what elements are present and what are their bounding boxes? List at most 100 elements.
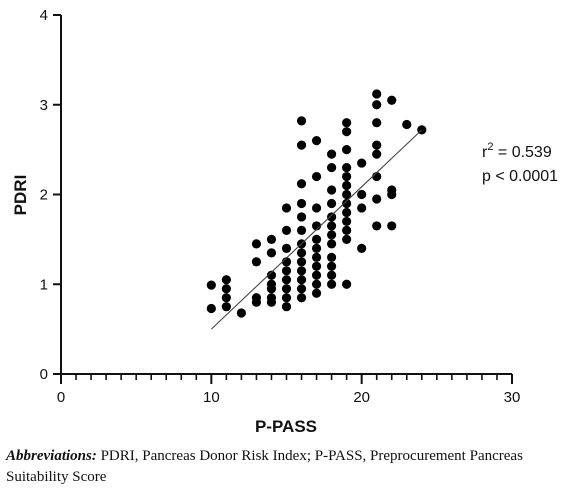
data-point [342, 180, 352, 191]
data-point [311, 243, 322, 253]
data-point [251, 239, 262, 249]
data-point [206, 280, 216, 290]
data-point [296, 266, 307, 276]
data-point [266, 270, 277, 280]
data-point [296, 248, 307, 258]
data-point [311, 288, 322, 298]
data-point [372, 221, 382, 231]
x-tick-label: 10 [203, 389, 220, 406]
data-point [342, 279, 352, 289]
data-point [327, 230, 337, 240]
y-tick-label: 3 [40, 97, 48, 114]
data-point [296, 275, 307, 285]
data-point [342, 198, 352, 209]
data-point [296, 198, 307, 209]
data-point [281, 293, 292, 303]
data-point [281, 302, 292, 312]
data-point [327, 162, 337, 173]
r-squared-annotation: r2 = 0.539 [482, 141, 552, 161]
data-point [296, 284, 307, 294]
x-tick-label: 20 [353, 389, 370, 406]
data-point [266, 248, 277, 258]
data-point [342, 145, 352, 155]
data-point [296, 140, 307, 150]
data-point [221, 284, 231, 294]
r-symbol: r [482, 144, 488, 161]
p-value-annotation: p < 0.0001 [482, 168, 558, 185]
data-point [296, 212, 307, 222]
data-point [357, 203, 367, 213]
caption-lead: Abbreviations: [6, 448, 97, 464]
data-point [327, 221, 337, 231]
y-tick-label: 1 [40, 276, 48, 293]
data-point [311, 171, 322, 182]
x-tick-label: 30 [504, 389, 521, 406]
data-point [221, 293, 231, 303]
data-point [342, 234, 352, 244]
data-point [327, 261, 337, 271]
data-point [327, 252, 337, 262]
data-point [372, 140, 382, 150]
data-points [206, 89, 427, 318]
data-point [296, 257, 307, 267]
data-point [387, 221, 397, 231]
data-point [311, 252, 322, 262]
data-point [266, 297, 277, 307]
data-point [327, 198, 337, 209]
y-tick-label: 4 [40, 7, 48, 24]
data-point [281, 243, 292, 253]
x-axis-title: P-PASS [255, 417, 317, 436]
data-point [327, 270, 337, 280]
data-point [221, 302, 231, 312]
data-point [281, 225, 292, 235]
data-point [281, 275, 292, 285]
data-point [387, 95, 397, 105]
data-point [357, 189, 367, 200]
r-exponent: 2 [487, 141, 493, 153]
data-point [402, 119, 412, 130]
data-point [342, 207, 352, 218]
ticks: 0 10 20 30 0 1 2 3 4 [40, 7, 521, 406]
data-point [311, 203, 322, 213]
data-point [311, 234, 322, 244]
data-point [327, 212, 337, 222]
data-point [342, 162, 352, 173]
trend-line [210, 129, 423, 330]
data-point [342, 118, 352, 128]
data-point [357, 158, 367, 168]
data-point [311, 279, 322, 289]
data-point [281, 284, 292, 294]
y-tick-label: 2 [40, 187, 48, 204]
data-point [266, 234, 277, 244]
data-point [311, 221, 322, 231]
r-squared-value: = 0.539 [493, 144, 551, 161]
data-point [327, 149, 337, 159]
data-point [296, 293, 307, 303]
data-point [251, 297, 262, 307]
data-point [206, 303, 216, 314]
data-point [221, 275, 231, 285]
data-point [311, 261, 322, 271]
data-point [327, 279, 337, 289]
axes [60, 15, 512, 375]
data-point [296, 225, 307, 235]
data-point [251, 257, 262, 267]
data-point [372, 194, 382, 204]
y-tick-label: 0 [40, 366, 48, 383]
data-point [357, 243, 367, 253]
data-point [236, 308, 246, 318]
data-point [342, 127, 352, 137]
data-point [311, 136, 322, 146]
data-point [296, 116, 307, 126]
data-point [342, 216, 352, 227]
data-point [281, 203, 292, 213]
y-axis-title: PDRI [11, 175, 30, 216]
data-point [342, 171, 352, 182]
data-point [372, 118, 382, 128]
data-point [266, 284, 277, 294]
data-point [372, 149, 382, 159]
data-point [311, 270, 322, 280]
caption-text: PDRI, Pancreas Donor Risk Index; P-PASS,… [6, 448, 523, 485]
data-point [327, 239, 337, 249]
x-tick-label: 0 [57, 389, 65, 406]
